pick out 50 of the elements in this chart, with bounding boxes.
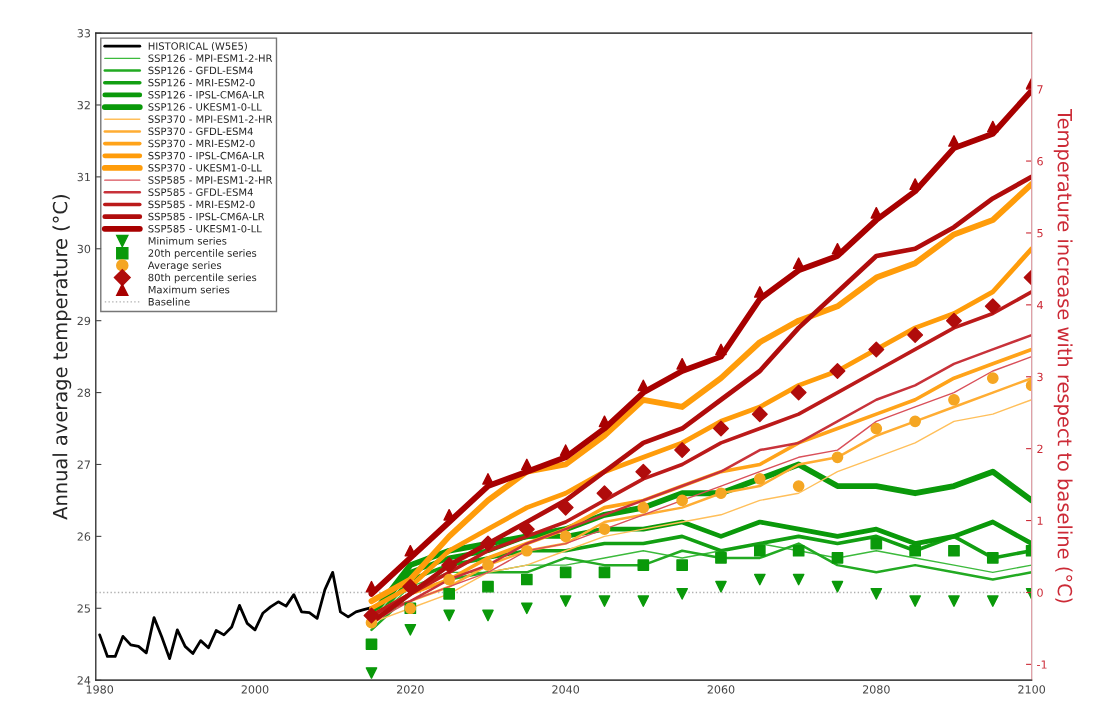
legend-label: SSP585 - MPI-ESM1-2-HR bbox=[148, 176, 273, 184]
legend-label: SSP370 - IPSL-CM6A-LR bbox=[148, 151, 265, 160]
y-tick-label: 30 bbox=[77, 244, 91, 254]
x-tick-label: 2000 bbox=[241, 685, 269, 694]
x-tick-label: 2080 bbox=[862, 685, 890, 694]
legend-label: SSP585 - GFDL-ESM4 bbox=[148, 188, 253, 196]
y2-tick-label: 2 bbox=[1037, 444, 1043, 453]
legend-label: SSP126 - IPSL-CM6A-LR bbox=[148, 90, 265, 99]
y-tick-label: 31 bbox=[77, 172, 90, 182]
y-axis-title: Annual average temperature (°C) bbox=[52, 195, 72, 520]
legend-label: SSP370 - GFDL-ESM4 bbox=[148, 127, 253, 136]
y2-tick-label: 3 bbox=[1037, 372, 1043, 382]
legend-label: Average series bbox=[147, 261, 222, 271]
y2-tick-label: 1 bbox=[1037, 516, 1043, 525]
x-tick-label: 2100 bbox=[1018, 685, 1046, 694]
x-tick-label: 1980 bbox=[86, 685, 114, 694]
legend-label: SSP126 - MPI-ESM1-2-HR bbox=[148, 54, 273, 62]
legend-label: SSP370 - MPI-ESM1-2-HR bbox=[148, 115, 273, 123]
x-tick-label: 2060 bbox=[707, 685, 735, 694]
y-tick-label: 27 bbox=[77, 460, 90, 469]
y2-tick-label: 7 bbox=[1037, 85, 1043, 94]
legend-label: SSP126 - UKESM1-0-LL bbox=[148, 103, 262, 111]
legend-label: SSP585 - MRI-ESM2-0 bbox=[148, 200, 255, 209]
x-tick-label: 2040 bbox=[552, 685, 580, 694]
y-tick-label: 28 bbox=[77, 388, 91, 397]
legend-label: SSP370 - UKESM1-0-LL bbox=[148, 164, 262, 172]
legend-label: SSP126 - MRI-ESM2-0 bbox=[148, 78, 255, 87]
legend-label: SSP126 - GFDL-ESM4 bbox=[148, 66, 253, 75]
legend-label: 80th percentile series bbox=[148, 273, 257, 284]
y2-tick-label: 4 bbox=[1037, 300, 1043, 310]
y-tick-label: 33 bbox=[77, 29, 91, 38]
legend-label: HISTORICAL (W5E5) bbox=[148, 42, 247, 51]
legend-label: Maximum series bbox=[148, 285, 230, 294]
x-tick-label: 2020 bbox=[397, 685, 424, 694]
legend-label: SSP585 - IPSL-CM6A-LR bbox=[148, 212, 265, 221]
legend-label: Minimum series bbox=[148, 236, 227, 245]
y-tick-label: 24 bbox=[77, 676, 91, 685]
y-tick-label: 32 bbox=[77, 100, 90, 110]
legend-label: SSP370 - MRI-ESM2-0 bbox=[148, 139, 255, 148]
y2-tick-label: 0 bbox=[1037, 588, 1043, 597]
legend-label: SSP585 - UKESM1-0-LL bbox=[148, 224, 262, 233]
y-tick-label: 29 bbox=[77, 316, 91, 326]
y2-tick-label: 6 bbox=[1037, 157, 1043, 166]
y-tick-label: 25 bbox=[77, 604, 90, 613]
legend-label: 20th percentile series bbox=[148, 249, 257, 259]
legend-label: Baseline bbox=[148, 297, 190, 306]
y-tick-label: 26 bbox=[77, 532, 91, 541]
y2-tick-label: 5 bbox=[1037, 229, 1043, 238]
y2-axis-title: Temperature increase with respect to baseline (°C) bbox=[1053, 108, 1073, 603]
y2-tick-label: -1 bbox=[1037, 660, 1047, 669]
